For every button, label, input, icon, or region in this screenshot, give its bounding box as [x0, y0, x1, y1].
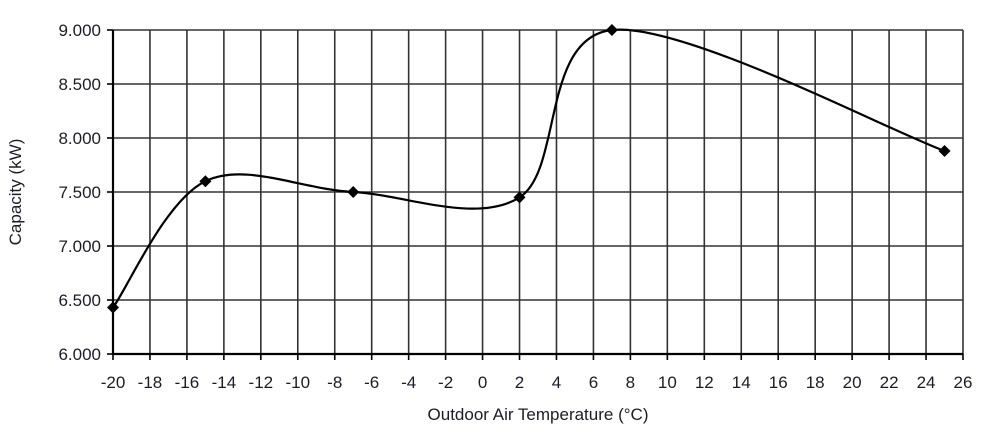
data-point-marker — [199, 175, 212, 188]
x-axis-title: Outdoor Air Temperature (°C) — [428, 405, 649, 424]
x-tick-label: 4 — [552, 373, 561, 392]
x-tick-label: -18 — [138, 373, 163, 392]
x-tick-label: -2 — [438, 373, 453, 392]
x-tick-label: 14 — [732, 373, 751, 392]
x-tick-label: -20 — [101, 373, 126, 392]
y-axis-title: Capacity (kW) — [6, 139, 25, 246]
x-tick-label: 0 — [478, 373, 487, 392]
grid — [113, 29, 964, 354]
x-tick-label: 10 — [658, 373, 677, 392]
x-tick-label: 6 — [589, 373, 598, 392]
x-tick-label: 12 — [695, 373, 714, 392]
x-tick-label: -16 — [175, 373, 200, 392]
axes — [107, 29, 964, 360]
series-line — [112, 28, 945, 309]
y-tick-label: 7.500 — [58, 183, 101, 202]
data-point-marker — [513, 191, 526, 204]
y-tick-label: 7.000 — [58, 237, 101, 256]
y-tick-label: 6.000 — [58, 345, 101, 364]
x-tick-label: -4 — [401, 373, 416, 392]
y-tick-label: 8.500 — [58, 75, 101, 94]
x-tick-label: 2 — [515, 373, 524, 392]
x-tick-label: 8 — [626, 373, 635, 392]
x-tick-label: -10 — [285, 373, 310, 392]
y-tick-label: 6.500 — [58, 291, 101, 310]
data-point-marker — [938, 144, 951, 157]
x-tick-label: 24 — [917, 373, 936, 392]
x-tick-label: -14 — [212, 373, 237, 392]
x-tick-labels: -20 -18 -16 -14 -12 -10 -8 -6 -4 -2 0 2 4 6 8 10 12 14 16 1… — [101, 373, 973, 392]
series — [107, 24, 951, 314]
x-tick-label: 20 — [843, 373, 862, 392]
x-tick-label: 26 — [954, 373, 973, 392]
x-tick-label: -6 — [364, 373, 379, 392]
y-tick-label: 8.000 — [58, 129, 101, 148]
x-tick-label: 22 — [880, 373, 899, 392]
data-point-marker — [605, 24, 618, 36]
data-point-marker — [347, 186, 360, 198]
data-point-marker — [107, 301, 119, 314]
x-tick-label: 18 — [806, 373, 825, 392]
x-tick-label: 16 — [769, 373, 788, 392]
y-tick-label: 9.000 — [58, 21, 101, 40]
y-tick-labels: 6.000 6.500 7.000 7.500 8.000 8.500 9.000 — [58, 21, 101, 364]
x-tick-label: -12 — [249, 373, 274, 392]
x-tick-label: -8 — [327, 373, 342, 392]
